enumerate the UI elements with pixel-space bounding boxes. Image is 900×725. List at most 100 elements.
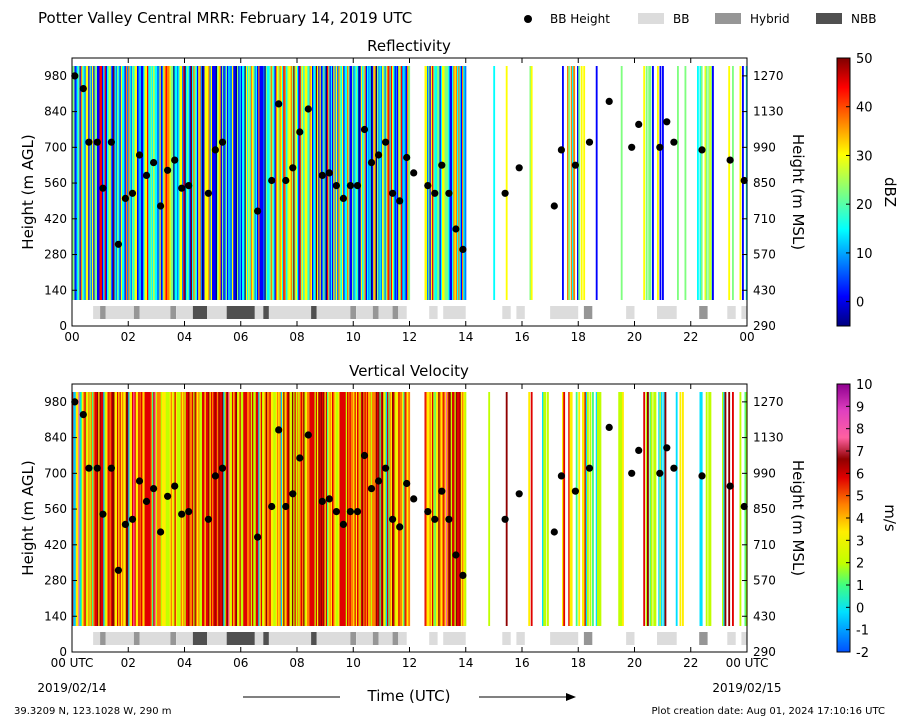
y-tick-label: 140 xyxy=(44,283,67,297)
heatmap-column xyxy=(159,392,162,626)
bb-type-segment xyxy=(550,306,579,319)
heatmap-column xyxy=(568,392,571,626)
heatmap-column xyxy=(249,392,252,626)
heatmap-column xyxy=(167,66,169,300)
heatmap-column xyxy=(229,392,232,626)
heatmap-column xyxy=(339,66,342,300)
heatmap-column xyxy=(213,66,216,300)
heatmap-column xyxy=(288,66,291,300)
heatmap-column xyxy=(153,392,156,626)
heatmap-column xyxy=(167,392,169,626)
heatmap-column xyxy=(338,392,341,626)
heatmap-column xyxy=(318,392,321,626)
heatmap-column xyxy=(172,392,174,626)
colorbar-tick-label: 10 xyxy=(856,378,873,393)
heatmap-column xyxy=(145,392,148,626)
heatmap-column xyxy=(599,392,602,626)
heatmap-column xyxy=(264,392,267,626)
heatmap-column xyxy=(85,66,88,300)
bb-height-point xyxy=(670,464,678,472)
bb-type-segment xyxy=(398,632,407,645)
bb-height-point xyxy=(150,485,158,493)
heatmap-column xyxy=(453,66,456,300)
heatmap-column xyxy=(112,66,114,300)
heatmap-column xyxy=(305,392,308,626)
bb-type-segment xyxy=(170,306,176,319)
heatmap-column xyxy=(207,66,209,300)
y2-tick-label: 430 xyxy=(753,283,776,297)
heatmap-column xyxy=(657,66,659,300)
heatmap-column xyxy=(192,66,194,300)
bb-height-point xyxy=(571,161,580,169)
heatmap-column xyxy=(325,392,328,626)
legend-bb-swatch xyxy=(638,13,664,24)
y2-tick-label: 990 xyxy=(753,466,776,480)
heatmap-column xyxy=(279,392,282,626)
heatmap-column xyxy=(723,392,726,626)
heatmap-column xyxy=(183,66,186,300)
heatmap-column xyxy=(710,66,713,300)
bb-height-point xyxy=(178,510,186,518)
heatmap-column xyxy=(575,392,578,626)
colorbar-tick-label: 7 xyxy=(856,445,864,460)
heatmap-column xyxy=(323,392,326,626)
y-tick-label: 420 xyxy=(44,212,67,226)
heatmap-column xyxy=(488,392,491,626)
heatmap-column xyxy=(663,392,666,626)
bb-type-segment xyxy=(583,306,593,319)
legend: BB Height BB Hybrid NBB xyxy=(524,12,876,26)
velocity-bb-height-points xyxy=(71,398,748,580)
heatmap-column xyxy=(649,66,652,300)
heatmap-column xyxy=(279,66,282,300)
bb-height-point xyxy=(698,146,706,154)
heatmap-column xyxy=(194,392,197,626)
colorbar-tick-label: 40 xyxy=(856,101,873,116)
heatmap-column xyxy=(264,66,267,300)
heatmap-column xyxy=(544,392,547,626)
heatmap-column xyxy=(112,392,114,626)
heatmap-column xyxy=(103,392,106,626)
heatmap-column xyxy=(659,66,662,300)
heatmap-column xyxy=(105,392,108,626)
bb-height-point xyxy=(424,182,432,190)
heatmap-column xyxy=(93,66,96,300)
heatmap-column xyxy=(247,392,249,626)
heatmap-column xyxy=(679,392,682,626)
colorbar-tick-label: 10 xyxy=(856,247,873,262)
colorbar-tick-label: 30 xyxy=(856,149,873,164)
heatmap-column xyxy=(308,392,311,626)
heatmap-column xyxy=(370,66,373,300)
bb-height-point xyxy=(157,202,165,210)
bb-height-point xyxy=(171,482,179,490)
heatmap-column xyxy=(402,392,404,626)
heatmap-column xyxy=(397,66,399,300)
heatmap-column xyxy=(190,66,193,300)
heatmap-column xyxy=(398,392,401,626)
bb-type-segment xyxy=(372,306,379,319)
heatmap-column xyxy=(219,66,222,300)
heatmap-column xyxy=(620,66,623,300)
bb-height-point xyxy=(211,146,219,154)
y-tick-label: 0 xyxy=(59,319,67,333)
heatmap-column xyxy=(253,392,256,626)
heatmap-column xyxy=(405,66,408,300)
colorbar-tick-label: 50 xyxy=(856,52,873,67)
heatmap-column xyxy=(382,392,384,626)
heatmap-column xyxy=(653,392,656,626)
heatmap-column xyxy=(404,66,407,300)
reflectivity-bb-type-strip xyxy=(93,306,747,319)
bb-type-segment xyxy=(502,632,511,645)
bb-height-point xyxy=(268,502,276,511)
bb-height-point xyxy=(663,118,671,126)
heatmap-column xyxy=(193,66,196,300)
heatmap-column xyxy=(373,66,376,300)
bb-height-point xyxy=(585,138,594,146)
heatmap-column xyxy=(114,66,117,300)
bb-height-point xyxy=(424,508,432,516)
heatmap-column xyxy=(234,66,237,300)
bb-type-segment xyxy=(356,306,373,319)
bb-height-point xyxy=(501,189,509,197)
heatmap-column xyxy=(580,66,583,300)
heatmap-column xyxy=(643,66,646,300)
heatmap-column xyxy=(362,392,364,626)
